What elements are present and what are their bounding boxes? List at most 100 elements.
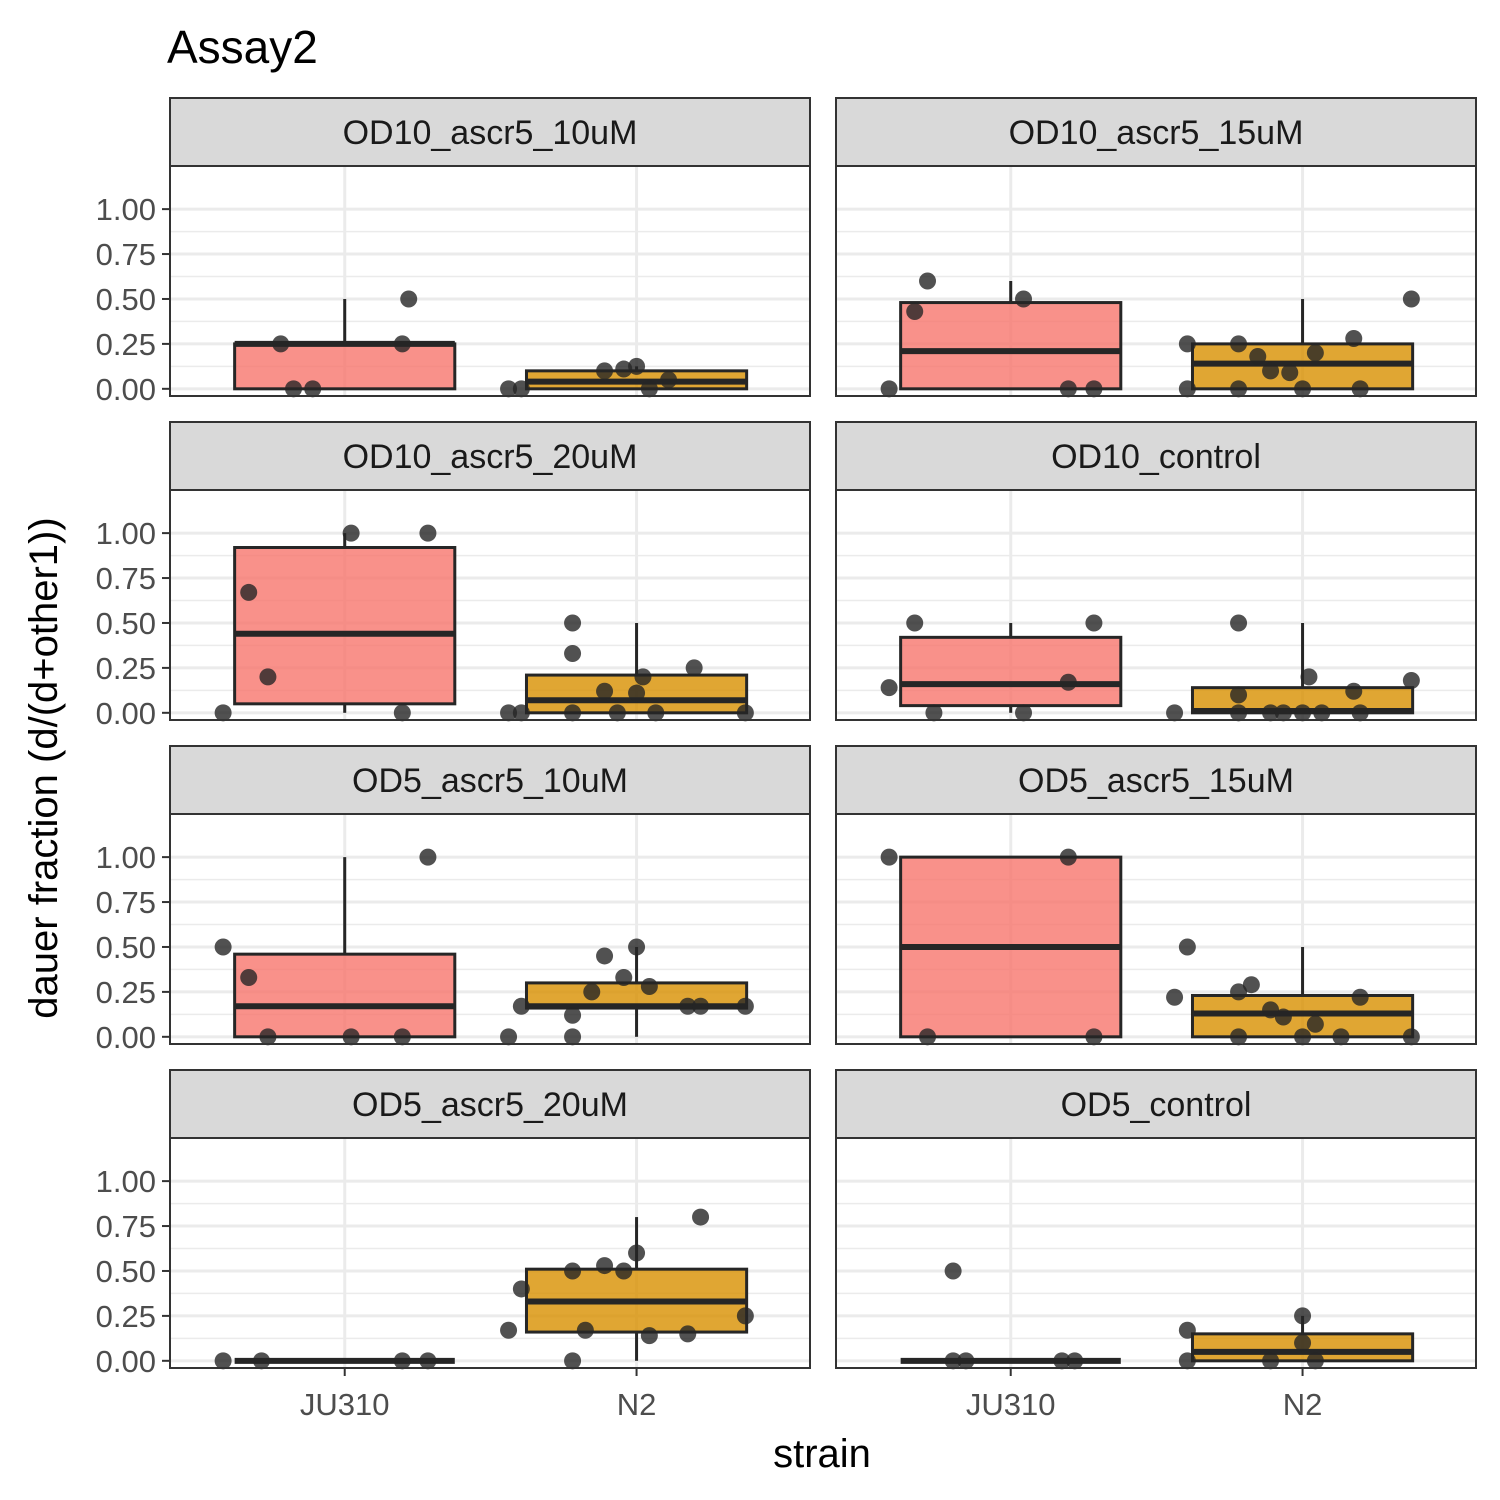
panel-border [835,489,1477,721]
data-point [240,969,258,987]
x-tick-label: JU310 [966,1387,1056,1422]
data-point [419,848,437,866]
data-point [500,1028,518,1046]
data-point [880,380,898,398]
data-point [1178,380,1196,398]
data-point [736,704,754,722]
y-axis-title: dauer fraction (d/(d+other1)) [22,517,66,1018]
data-point [640,1327,658,1345]
data-point [1351,704,1369,722]
data-point [342,524,360,542]
y-tick-label: 0.25 [96,651,156,686]
data-point [1178,1321,1196,1339]
data-point [596,947,614,965]
facet-strip-label: OD5_control [1061,1086,1252,1124]
data-point [660,371,678,389]
x-axis-title: strain [773,1432,871,1476]
data-point [342,1028,360,1046]
panel-border [169,1137,811,1369]
facet-panel: OD10_ascr5_20uM 0.00 0.25 0.50 0.75 1.00 [96,421,811,731]
chart-title: Assay2 [167,21,318,73]
data-point [1294,1028,1312,1046]
panel-background [836,1138,1476,1368]
data-point [919,1028,937,1046]
x-tick-label: N2 [1283,1387,1323,1422]
facet-strip-label: OD5_ascr5_10uM [352,762,628,800]
y-tick-label: 1.00 [96,192,156,227]
data-point [564,1352,582,1370]
panel-grid: OD10_ascr5_10uM0.000.250.500.751.00OD10_… [96,97,1477,1422]
panel-border [169,165,811,397]
box-ju310 [899,635,1123,708]
y-tick-label: 0.50 [96,1254,156,1289]
data-point [1066,1352,1084,1370]
y-tick-label: 0.75 [96,885,156,920]
y-tick-label: 1.00 [96,516,156,551]
data-point [1332,1028,1350,1046]
data-point [1053,1352,1071,1370]
data-point [1294,1334,1312,1352]
facet-strip-label: OD5_ascr5_20uM [352,1086,628,1124]
facet-panel: OD5_ascr5_15uM [835,745,1477,1046]
y-tick-label: 0.00 [96,696,156,731]
facet-panel: OD10_ascr5_15uM [835,97,1477,398]
y-tick-label: 0.00 [96,1344,156,1379]
data-point [1230,614,1248,632]
data-point [1166,704,1184,722]
data-point [906,303,924,321]
data-point [1015,704,1033,722]
data-point [679,1325,697,1343]
data-point [564,645,582,663]
data-point [564,1028,582,1046]
data-point [1085,1028,1103,1046]
data-point [583,983,601,1001]
data-point [1230,704,1248,722]
data-point [259,1028,277,1046]
data-point [628,357,646,375]
data-point [1351,380,1369,398]
data-point [419,1352,437,1370]
data-point [1178,335,1196,353]
data-point [393,335,411,353]
facet-strip [835,421,1477,491]
data-point [214,1352,232,1370]
data-point [647,704,665,722]
y-tick-label: 0.25 [96,327,156,362]
data-point [628,684,646,702]
data-point [1166,988,1184,1006]
data-point [512,704,530,722]
data-point [1262,1352,1280,1370]
data-point [500,380,518,398]
data-point [1230,335,1248,353]
data-point [1306,344,1324,362]
data-point [596,362,614,380]
data-point [596,1257,614,1275]
y-tick-label: 0.75 [96,1209,156,1244]
data-point [1345,330,1363,347]
data-point [925,704,943,722]
data-point [1262,704,1280,722]
data-point [679,997,697,1015]
data-point [564,614,582,632]
y-tick-label: 1.00 [96,1164,156,1199]
data-point [259,668,277,686]
data-point [419,524,437,542]
data-point [1306,1015,1324,1033]
data-point [1230,686,1248,704]
y-tick-label: 0.50 [96,606,156,641]
data-point [608,704,626,722]
data-point [1402,1028,1420,1046]
data-point [393,704,411,722]
box-ju310 [233,952,457,1039]
facet-panel: OD5_ascr5_20uM 0.00 0.25 0.50 0.75 1.00 JU310 N… [96,1069,811,1422]
data-point [1262,1001,1280,1019]
facet-strip-label: OD5_ascr5_15uM [1018,762,1294,800]
facet-strip-label: OD10_control [1051,438,1261,476]
facet-strip [835,745,1477,815]
data-point [736,997,754,1015]
data-point [1274,704,1292,722]
panel-border [169,813,811,1045]
data-point [1059,848,1077,866]
y-tick-label: 0.00 [96,1020,156,1055]
